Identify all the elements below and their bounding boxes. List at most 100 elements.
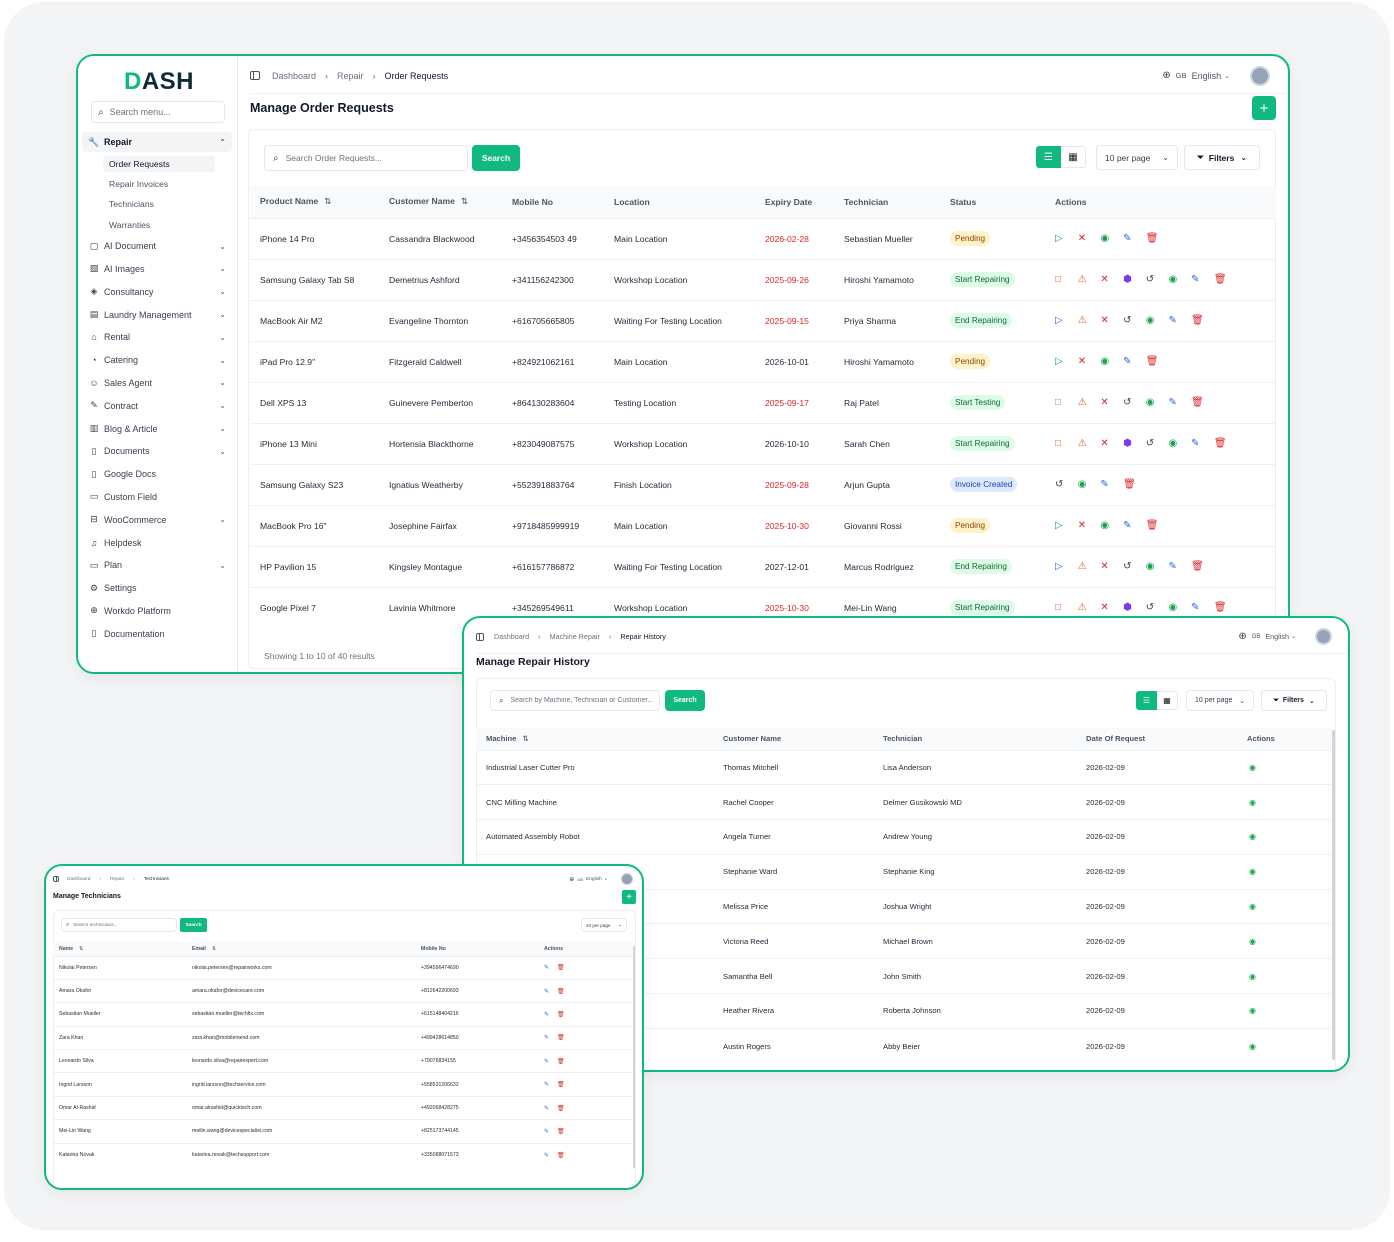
breadcrumb-item[interactable]: Dashboard [272, 70, 317, 81]
breadcrumb-item[interactable]: Repair [337, 70, 364, 81]
sidebar-item-plan[interactable]: ▭ Plan ⌄ [82, 554, 232, 577]
delete-icon[interactable]: 🗑 [1213, 602, 1227, 614]
sidebar-item-workdo-platform[interactable]: ⊕ Workdo Platform [82, 600, 232, 623]
stop-icon[interactable]: □ [1055, 397, 1062, 408]
sidebar-item-google-docs[interactable]: ▯ Google Docs [82, 463, 232, 486]
edit-icon[interactable]: ✎ [1123, 520, 1132, 531]
list-view-icon[interactable]: ☰ [1036, 146, 1061, 168]
package-icon[interactable]: ⬢ [1123, 602, 1132, 614]
add-technician-button[interactable]: + [622, 890, 636, 904]
warning-icon[interactable]: ⚠ [1077, 397, 1087, 408]
sidebar-item-contract[interactable]: ✎ Contract ⌄ [82, 394, 232, 417]
delete-icon[interactable]: 🗑 [557, 1128, 565, 1135]
edit-icon[interactable]: ✎ [1100, 479, 1109, 490]
language-selector[interactable]: ⊕ GB English ⌄ [569, 876, 608, 883]
start-testing-icon[interactable]: ▷ [1055, 315, 1063, 326]
edit-icon[interactable]: ✎ [544, 1011, 550, 1018]
delete-icon[interactable]: 🗑 [557, 1011, 565, 1018]
view-icon[interactable]: ◉ [1249, 971, 1256, 981]
sidebar-item-custom-field[interactable]: ▭ Custom Field [82, 486, 232, 509]
delete-icon[interactable]: 🗑 [1145, 520, 1159, 531]
delete-icon[interactable]: 🗑 [1213, 274, 1227, 285]
view-icon[interactable]: ◉ [1100, 356, 1110, 367]
history-search-input[interactable] [510, 697, 659, 704]
edit-icon[interactable]: ✎ [544, 1105, 550, 1112]
delete-icon[interactable]: 🗑 [1191, 397, 1204, 408]
edit-icon[interactable]: ✎ [544, 1128, 550, 1135]
grid-view-icon[interactable]: ▦ [1061, 146, 1086, 168]
view-icon[interactable]: ◉ [1145, 397, 1155, 408]
tech-search-button[interactable]: Search [180, 918, 207, 932]
start-icon[interactable]: ▷ [1055, 520, 1063, 531]
delete-icon[interactable]: 🗑 [1191, 315, 1204, 326]
warning-icon[interactable]: ⚠ [1077, 315, 1087, 326]
history-icon[interactable]: ↺ [1145, 438, 1155, 449]
tech-search-input[interactable] [73, 922, 176, 928]
history-search-button[interactable]: Search [665, 690, 705, 711]
cancel-icon[interactable]: ✕ [1100, 561, 1109, 572]
delete-icon[interactable]: 🗑 [557, 1035, 565, 1042]
view-icon[interactable]: ◉ [1145, 315, 1155, 326]
sort-icon[interactable]: ⇅ [211, 946, 217, 953]
sidebar-toggle-icon[interactable] [53, 876, 59, 882]
sidebar-item-documents[interactable]: ▯ Documents ⌄ [82, 440, 232, 463]
sidebar-toggle-icon[interactable] [476, 632, 484, 641]
stop-icon[interactable]: □ [1055, 602, 1062, 614]
delete-icon[interactable]: 🗑 [557, 965, 565, 972]
view-icon[interactable]: ◉ [1249, 936, 1256, 946]
order-search-input-wrap[interactable]: ⌕ [264, 145, 468, 171]
view-icon[interactable]: ◉ [1249, 1006, 1256, 1016]
sidebar-subitem[interactable]: Repair Invoices [82, 174, 232, 194]
delete-icon[interactable]: 🗑 [1123, 479, 1136, 490]
sidebar-item-ai-document[interactable]: ▢ AI Document ⌄ [82, 235, 232, 258]
sort-icon[interactable]: ⇅ [522, 734, 529, 744]
sidebar-item-blog-article[interactable]: ▥ Blog & Article ⌄ [82, 417, 232, 440]
start-icon[interactable]: ▷ [1055, 356, 1063, 367]
cancel-icon[interactable]: ✕ [1100, 602, 1109, 614]
dash-logo[interactable]: DASH [124, 68, 195, 95]
filters-button[interactable]: ⏷ Filters ⌄ [1184, 145, 1260, 170]
cancel-icon[interactable]: ✕ [1077, 233, 1087, 244]
edit-icon[interactable]: ✎ [544, 1058, 550, 1065]
view-icon[interactable]: ◉ [1249, 762, 1256, 772]
column-header[interactable]: Name ⇅ [53, 943, 186, 956]
view-icon[interactable]: ◉ [1100, 520, 1110, 531]
start-icon[interactable]: ▷ [1055, 233, 1063, 244]
delete-icon[interactable]: 🗑 [557, 988, 565, 995]
cancel-icon[interactable]: ✕ [1100, 438, 1109, 449]
breadcrumb-item[interactable]: Machine Repair [549, 632, 600, 641]
start-testing-icon[interactable]: ▷ [1055, 561, 1063, 572]
column-header[interactable]: Email ⇅ [186, 943, 415, 956]
sidebar-item-laundry-management[interactable]: ▤ Laundry Management ⌄ [82, 303, 232, 326]
per-page-select[interactable]: 10 per page ⌄ [1096, 145, 1178, 170]
history-icon[interactable]: ↺ [1055, 479, 1064, 490]
breadcrumb-item[interactable]: Dashboard [494, 632, 530, 641]
delete-icon[interactable]: 🗑 [1191, 561, 1204, 572]
cancel-icon[interactable]: ✕ [1100, 274, 1109, 285]
cancel-icon[interactable]: ✕ [1077, 520, 1087, 531]
edit-icon[interactable]: ✎ [1191, 602, 1200, 614]
view-icon[interactable]: ◉ [1168, 602, 1178, 614]
sort-icon[interactable]: ⇅ [460, 196, 469, 207]
view-icon[interactable]: ◉ [1100, 233, 1110, 244]
view-icon[interactable]: ◉ [1168, 274, 1178, 285]
delete-icon[interactable]: 🗑 [1213, 438, 1227, 449]
sidebar-item-repair[interactable]: 🔧 Repair ⌃ [82, 132, 232, 152]
edit-icon[interactable]: ✎ [1191, 438, 1200, 449]
avatar[interactable] [621, 873, 633, 885]
cancel-icon[interactable]: ✕ [1100, 397, 1109, 408]
sidebar-item-documentation[interactable]: ▯ Documentation [82, 622, 232, 645]
edit-icon[interactable]: ✎ [1168, 315, 1177, 326]
order-search-input[interactable] [285, 153, 467, 163]
order-search-button[interactable]: Search [472, 145, 520, 171]
edit-icon[interactable]: ✎ [1191, 274, 1200, 285]
list-view-icon[interactable]: ☰ [1136, 691, 1157, 710]
stop-icon[interactable]: □ [1055, 274, 1062, 285]
view-icon[interactable]: ◉ [1249, 797, 1256, 807]
delete-icon[interactable]: 🗑 [557, 1058, 565, 1065]
sidebar-subitem[interactable]: Technicians [82, 194, 232, 214]
sidebar-item-settings[interactable]: ⚙ Settings [82, 577, 232, 600]
package-icon[interactable]: ⬢ [1123, 274, 1132, 285]
history-icon[interactable]: ↺ [1145, 602, 1155, 614]
view-icon[interactable]: ◉ [1249, 1041, 1256, 1051]
